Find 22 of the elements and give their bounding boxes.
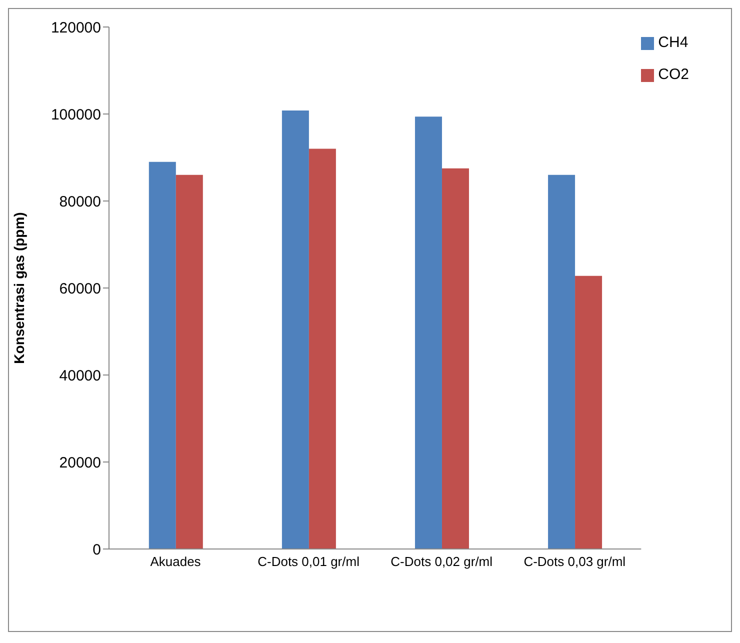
y-tick-label: 40000 bbox=[59, 367, 101, 384]
legend-label: CO2 bbox=[658, 66, 689, 83]
x-tick-label: C-Dots 0,01 gr/ml bbox=[258, 554, 360, 570]
bar bbox=[148, 162, 176, 549]
y-tick-label: 20000 bbox=[59, 454, 101, 472]
bar bbox=[414, 116, 442, 549]
y-tick-label: 60000 bbox=[59, 280, 101, 298]
x-tick-label: C-Dots 0,02 gr/ml bbox=[390, 554, 493, 570]
y-tick-label: 0 bbox=[92, 541, 101, 558]
y-tick-label: 120000 bbox=[50, 19, 101, 36]
bar bbox=[442, 168, 469, 549]
bar bbox=[575, 276, 602, 549]
y-axis-title: Konsentrasi gas (ppm) bbox=[10, 212, 27, 364]
bar bbox=[308, 148, 336, 549]
x-tick-label: C-Dots 0,03 gr/ml bbox=[524, 554, 626, 570]
y-tick-label: 80000 bbox=[59, 193, 101, 210]
bar bbox=[548, 174, 576, 549]
x-tick-label: Akuades bbox=[150, 554, 202, 570]
legend-label: CH4 bbox=[658, 34, 688, 51]
bar bbox=[176, 174, 203, 549]
bar bbox=[282, 110, 309, 549]
y-tick-label: 100000 bbox=[50, 106, 101, 124]
